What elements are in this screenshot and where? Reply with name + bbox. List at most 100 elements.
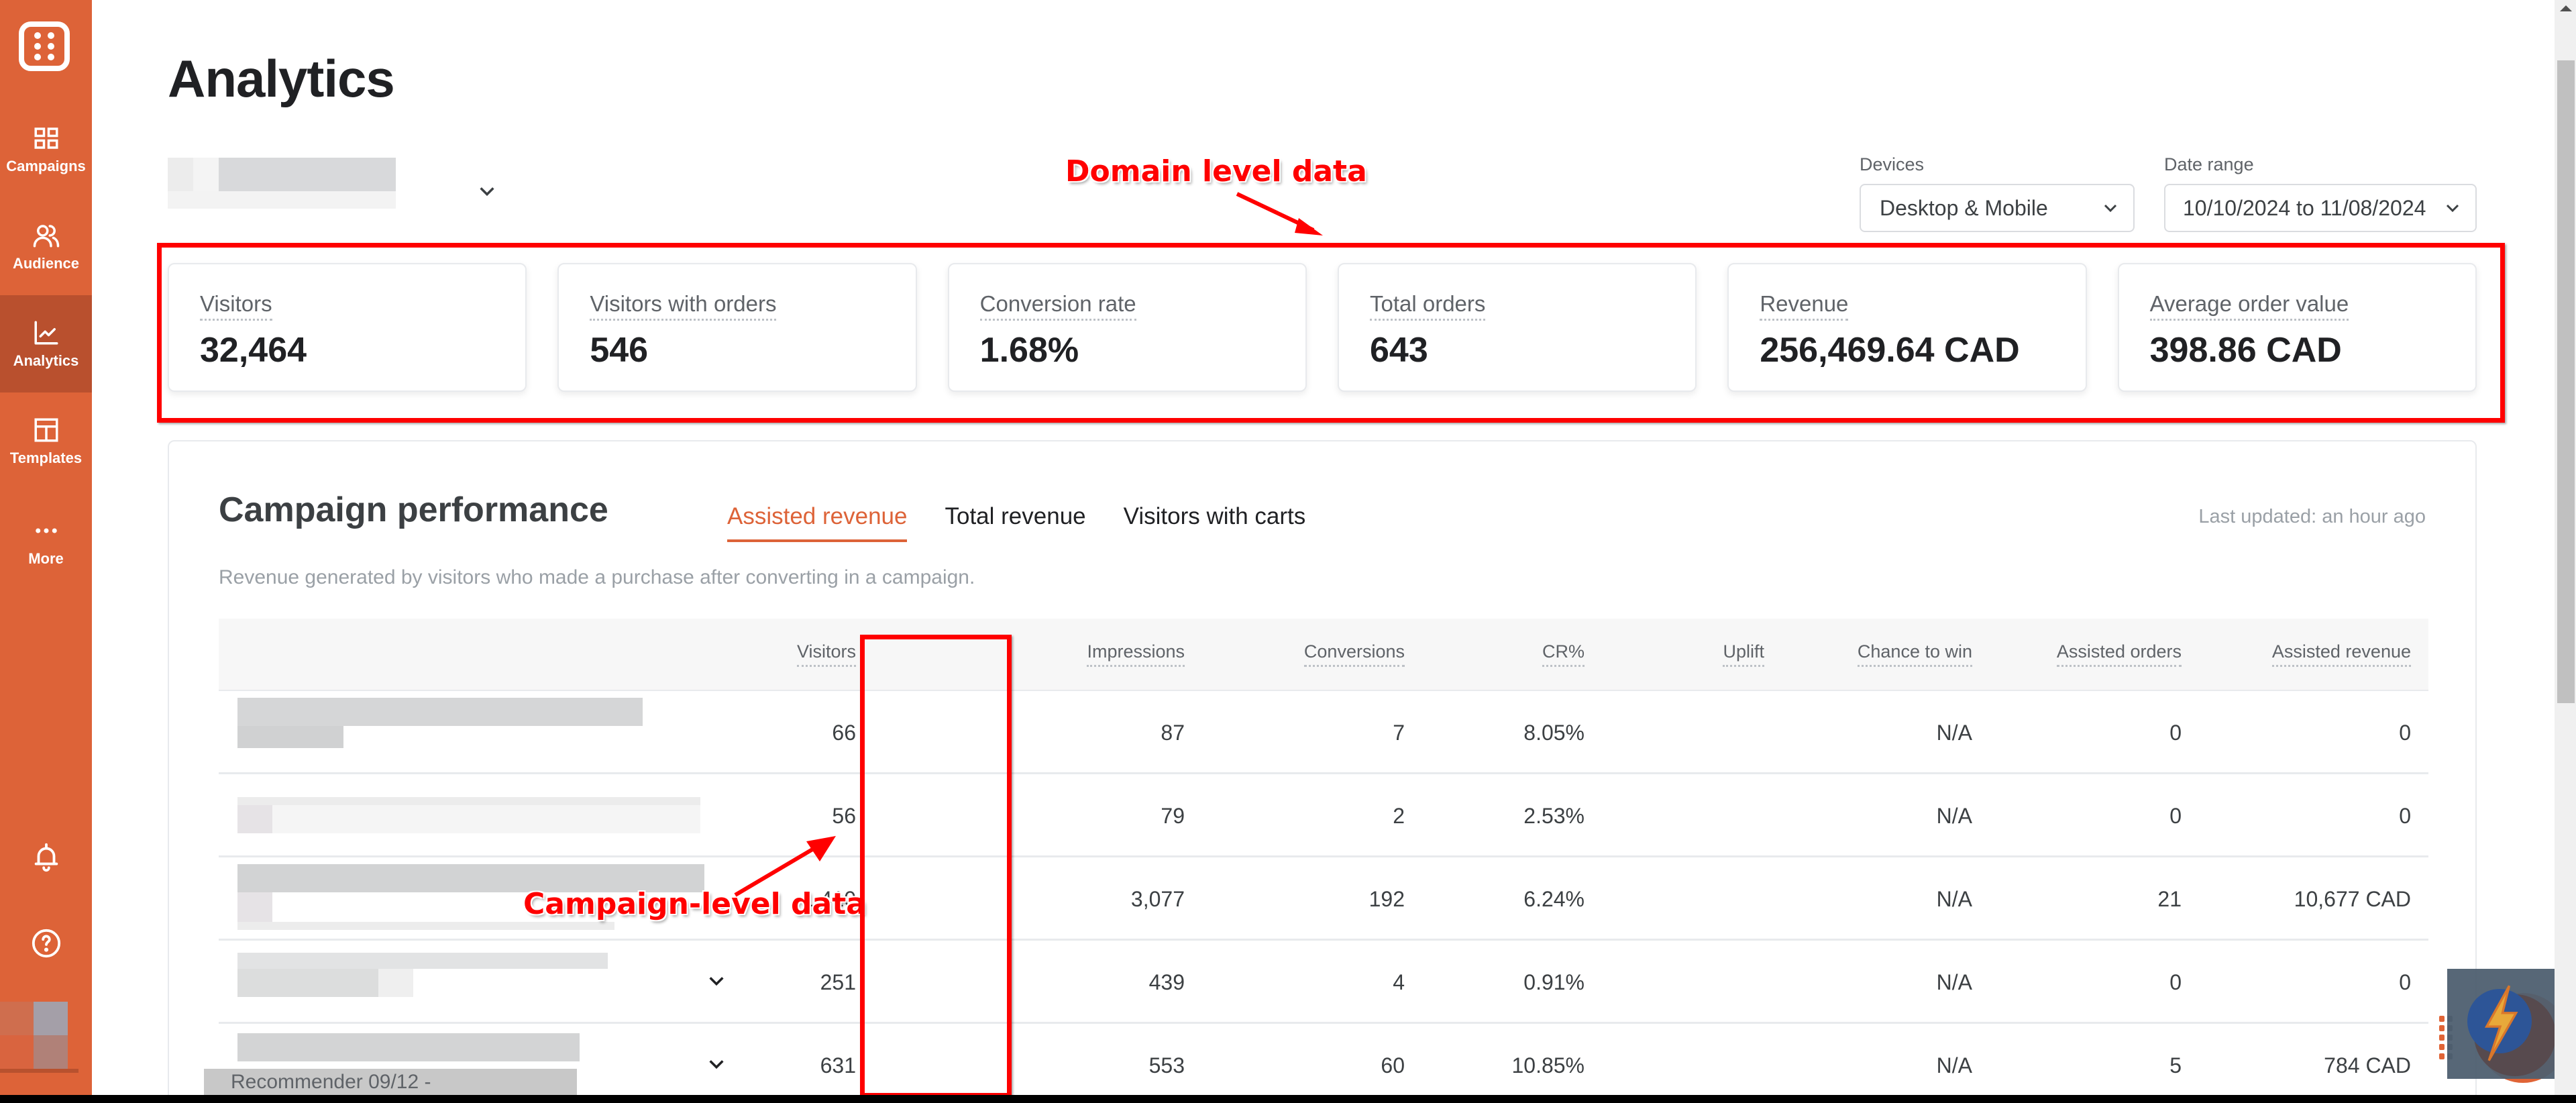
- date-range-label: Date range: [2164, 154, 2254, 174]
- sidebar-item-more[interactable]: More: [0, 493, 92, 590]
- scrollbar-thumb[interactable]: [2557, 60, 2575, 703]
- cell-chance-to-win: N/A: [1936, 970, 1972, 994]
- cell-visitors: 631: [820, 1053, 856, 1078]
- grid-icon: [34, 127, 58, 149]
- stat-label[interactable]: Revenue: [1760, 291, 1849, 321]
- avatar[interactable]: [0, 995, 78, 1073]
- cell-impressions: 79: [1161, 804, 1185, 828]
- stat-card-visitors: Visitors 32,464: [168, 263, 527, 392]
- stat-label[interactable]: Visitors with orders: [590, 291, 777, 321]
- notifications-button[interactable]: [0, 842, 92, 873]
- sidebar-item-analytics[interactable]: Analytics: [0, 295, 92, 392]
- support-chat-widget[interactable]: [2447, 969, 2568, 1083]
- devices-select[interactable]: Desktop & Mobile: [1860, 184, 2135, 232]
- tab-total-revenue[interactable]: Total revenue: [945, 503, 1086, 529]
- expand-row-chevron-icon[interactable]: [707, 974, 726, 988]
- cell-conversions: 60: [1381, 1053, 1405, 1078]
- sidebar: Campaigns Audience Analytics Templates M…: [0, 0, 92, 1095]
- screen-bottom-edge: [0, 1095, 2576, 1103]
- layout-icon: [34, 418, 58, 441]
- stat-value: 546: [590, 331, 649, 370]
- table-row[interactable]: 251 439 4 0.91% N/A 0 0: [219, 941, 2428, 1024]
- sidebar-item-templates[interactable]: Templates: [0, 392, 92, 490]
- last-updated: Last updated: an hour ago: [2198, 506, 2426, 527]
- cell-conversions: 7: [1393, 721, 1405, 745]
- devices-value: Desktop & Mobile: [1880, 195, 2048, 220]
- tab-visitors-with-carts[interactable]: Visitors with carts: [1123, 503, 1306, 529]
- stat-cards: Visitors 32,464 Visitors with orders 546…: [168, 263, 2477, 392]
- page-scrollbar[interactable]: [2555, 0, 2576, 1095]
- annotation-campaign-level: Campaign-level data: [523, 887, 866, 921]
- cell-visitors: 56: [832, 804, 856, 828]
- cell-assisted-orders: 0: [2169, 804, 2182, 828]
- annotation-arrow-icon: [1236, 192, 1323, 235]
- cell-cr: 10.85%: [1511, 1053, 1585, 1078]
- column-header-assisted-revenue[interactable]: Assisted revenue: [2271, 641, 2411, 667]
- stat-card-average-order-value: Average order value 398.86 CAD: [2117, 263, 2477, 392]
- sidebar-item-label: More: [28, 549, 64, 567]
- table-row[interactable]: 66 87 7 8.05% N/A 0 0: [219, 691, 2428, 774]
- help-circle-icon: [32, 929, 60, 958]
- cell-chance-to-win: N/A: [1936, 721, 1972, 745]
- sidebar-item-campaigns[interactable]: Campaigns: [0, 101, 92, 198]
- cell-visitors: 66: [832, 721, 856, 745]
- cell-chance-to-win: N/A: [1936, 804, 1972, 828]
- stat-value: 32,464: [200, 331, 307, 370]
- column-header-assisted-orders[interactable]: Assisted orders: [2056, 641, 2182, 667]
- cell-chance-to-win: N/A: [1936, 1053, 1972, 1078]
- stat-value: 398.86 CAD: [2149, 331, 2342, 370]
- cell-chance-to-win: N/A: [1936, 887, 1972, 911]
- chevron-down-icon[interactable]: [478, 185, 496, 198]
- cell-assisted-revenue: 0: [2399, 721, 2411, 745]
- table-row[interactable]: 56 79 2 2.53% N/A 0 0: [219, 774, 2428, 857]
- stat-value: 1.68%: [979, 331, 1079, 370]
- page-title: Analytics: [168, 49, 395, 108]
- annotation-domain-level: Domain level data: [1065, 154, 1367, 189]
- stat-label[interactable]: Conversion rate: [979, 291, 1136, 321]
- more-dots-icon: [35, 528, 57, 533]
- cell-cr: 8.05%: [1523, 721, 1585, 745]
- date-range-value: 10/10/2024 to 11/08/2024: [2183, 195, 2426, 220]
- cell-assisted-orders: 0: [2169, 970, 2182, 994]
- cell-assisted-orders: 5: [2169, 1053, 2182, 1078]
- tab-assisted-revenue[interactable]: Assisted revenue: [727, 503, 908, 542]
- panel-title: Campaign performance: [219, 490, 608, 529]
- stat-card-revenue: Revenue 256,469.64 CAD: [1727, 263, 2087, 392]
- expand-row-chevron-icon[interactable]: [707, 1057, 726, 1071]
- column-header-impressions[interactable]: Impressions: [1087, 641, 1185, 667]
- stat-label[interactable]: Visitors: [200, 291, 272, 321]
- column-header-cr[interactable]: CR%: [1542, 641, 1585, 667]
- cell-assisted-revenue: 0: [2399, 804, 2411, 828]
- cell-assisted-orders: 0: [2169, 721, 2182, 745]
- campaign-table: Visitors Impressions Conversions CR% Upl…: [219, 619, 2428, 1103]
- app-logo-icon[interactable]: [19, 21, 70, 71]
- stat-label[interactable]: Average order value: [2149, 291, 2349, 321]
- panel-description: Revenue generated by visitors who made a…: [219, 566, 975, 588]
- date-range-select[interactable]: 10/10/2024 to 11/08/2024: [2164, 184, 2477, 232]
- cell-conversions: 4: [1393, 970, 1405, 994]
- campaign-performance-panel: Campaign performance Assisted revenue To…: [168, 440, 2477, 1103]
- stat-label[interactable]: Total orders: [1369, 291, 1486, 321]
- column-header-visitors[interactable]: Visitors: [796, 641, 856, 667]
- table-row[interactable]: 631 553 60 10.85% N/A 5 784 CAD: [219, 1024, 2428, 1103]
- campaign-name-tooltip: Recommender 09/12 -: [204, 1069, 577, 1095]
- domain-select[interactable]: [168, 158, 496, 211]
- column-header-conversions[interactable]: Conversions: [1303, 641, 1405, 667]
- cell-impressions: 439: [1148, 970, 1185, 994]
- column-header-uplift[interactable]: Uplift: [1723, 641, 1764, 667]
- chevron-down-icon: [2104, 204, 2117, 213]
- column-header-chance-to-win[interactable]: Chance to win: [1857, 641, 1972, 667]
- users-icon: [33, 224, 59, 247]
- cell-impressions: 553: [1148, 1053, 1185, 1078]
- sidebar-item-audience[interactable]: Audience: [0, 198, 92, 295]
- devices-label: Devices: [1860, 154, 1925, 174]
- lightning-chat-icon: [2484, 985, 2518, 1061]
- scroll-up-arrow-icon[interactable]: [2560, 5, 2572, 11]
- cell-cr: 6.24%: [1523, 887, 1585, 911]
- sidebar-item-label: Templates: [9, 449, 83, 466]
- bell-icon: [34, 843, 58, 872]
- cell-cr: 2.53%: [1523, 804, 1585, 828]
- help-button[interactable]: [0, 928, 92, 959]
- cell-assisted-revenue: 784 CAD: [2324, 1053, 2411, 1078]
